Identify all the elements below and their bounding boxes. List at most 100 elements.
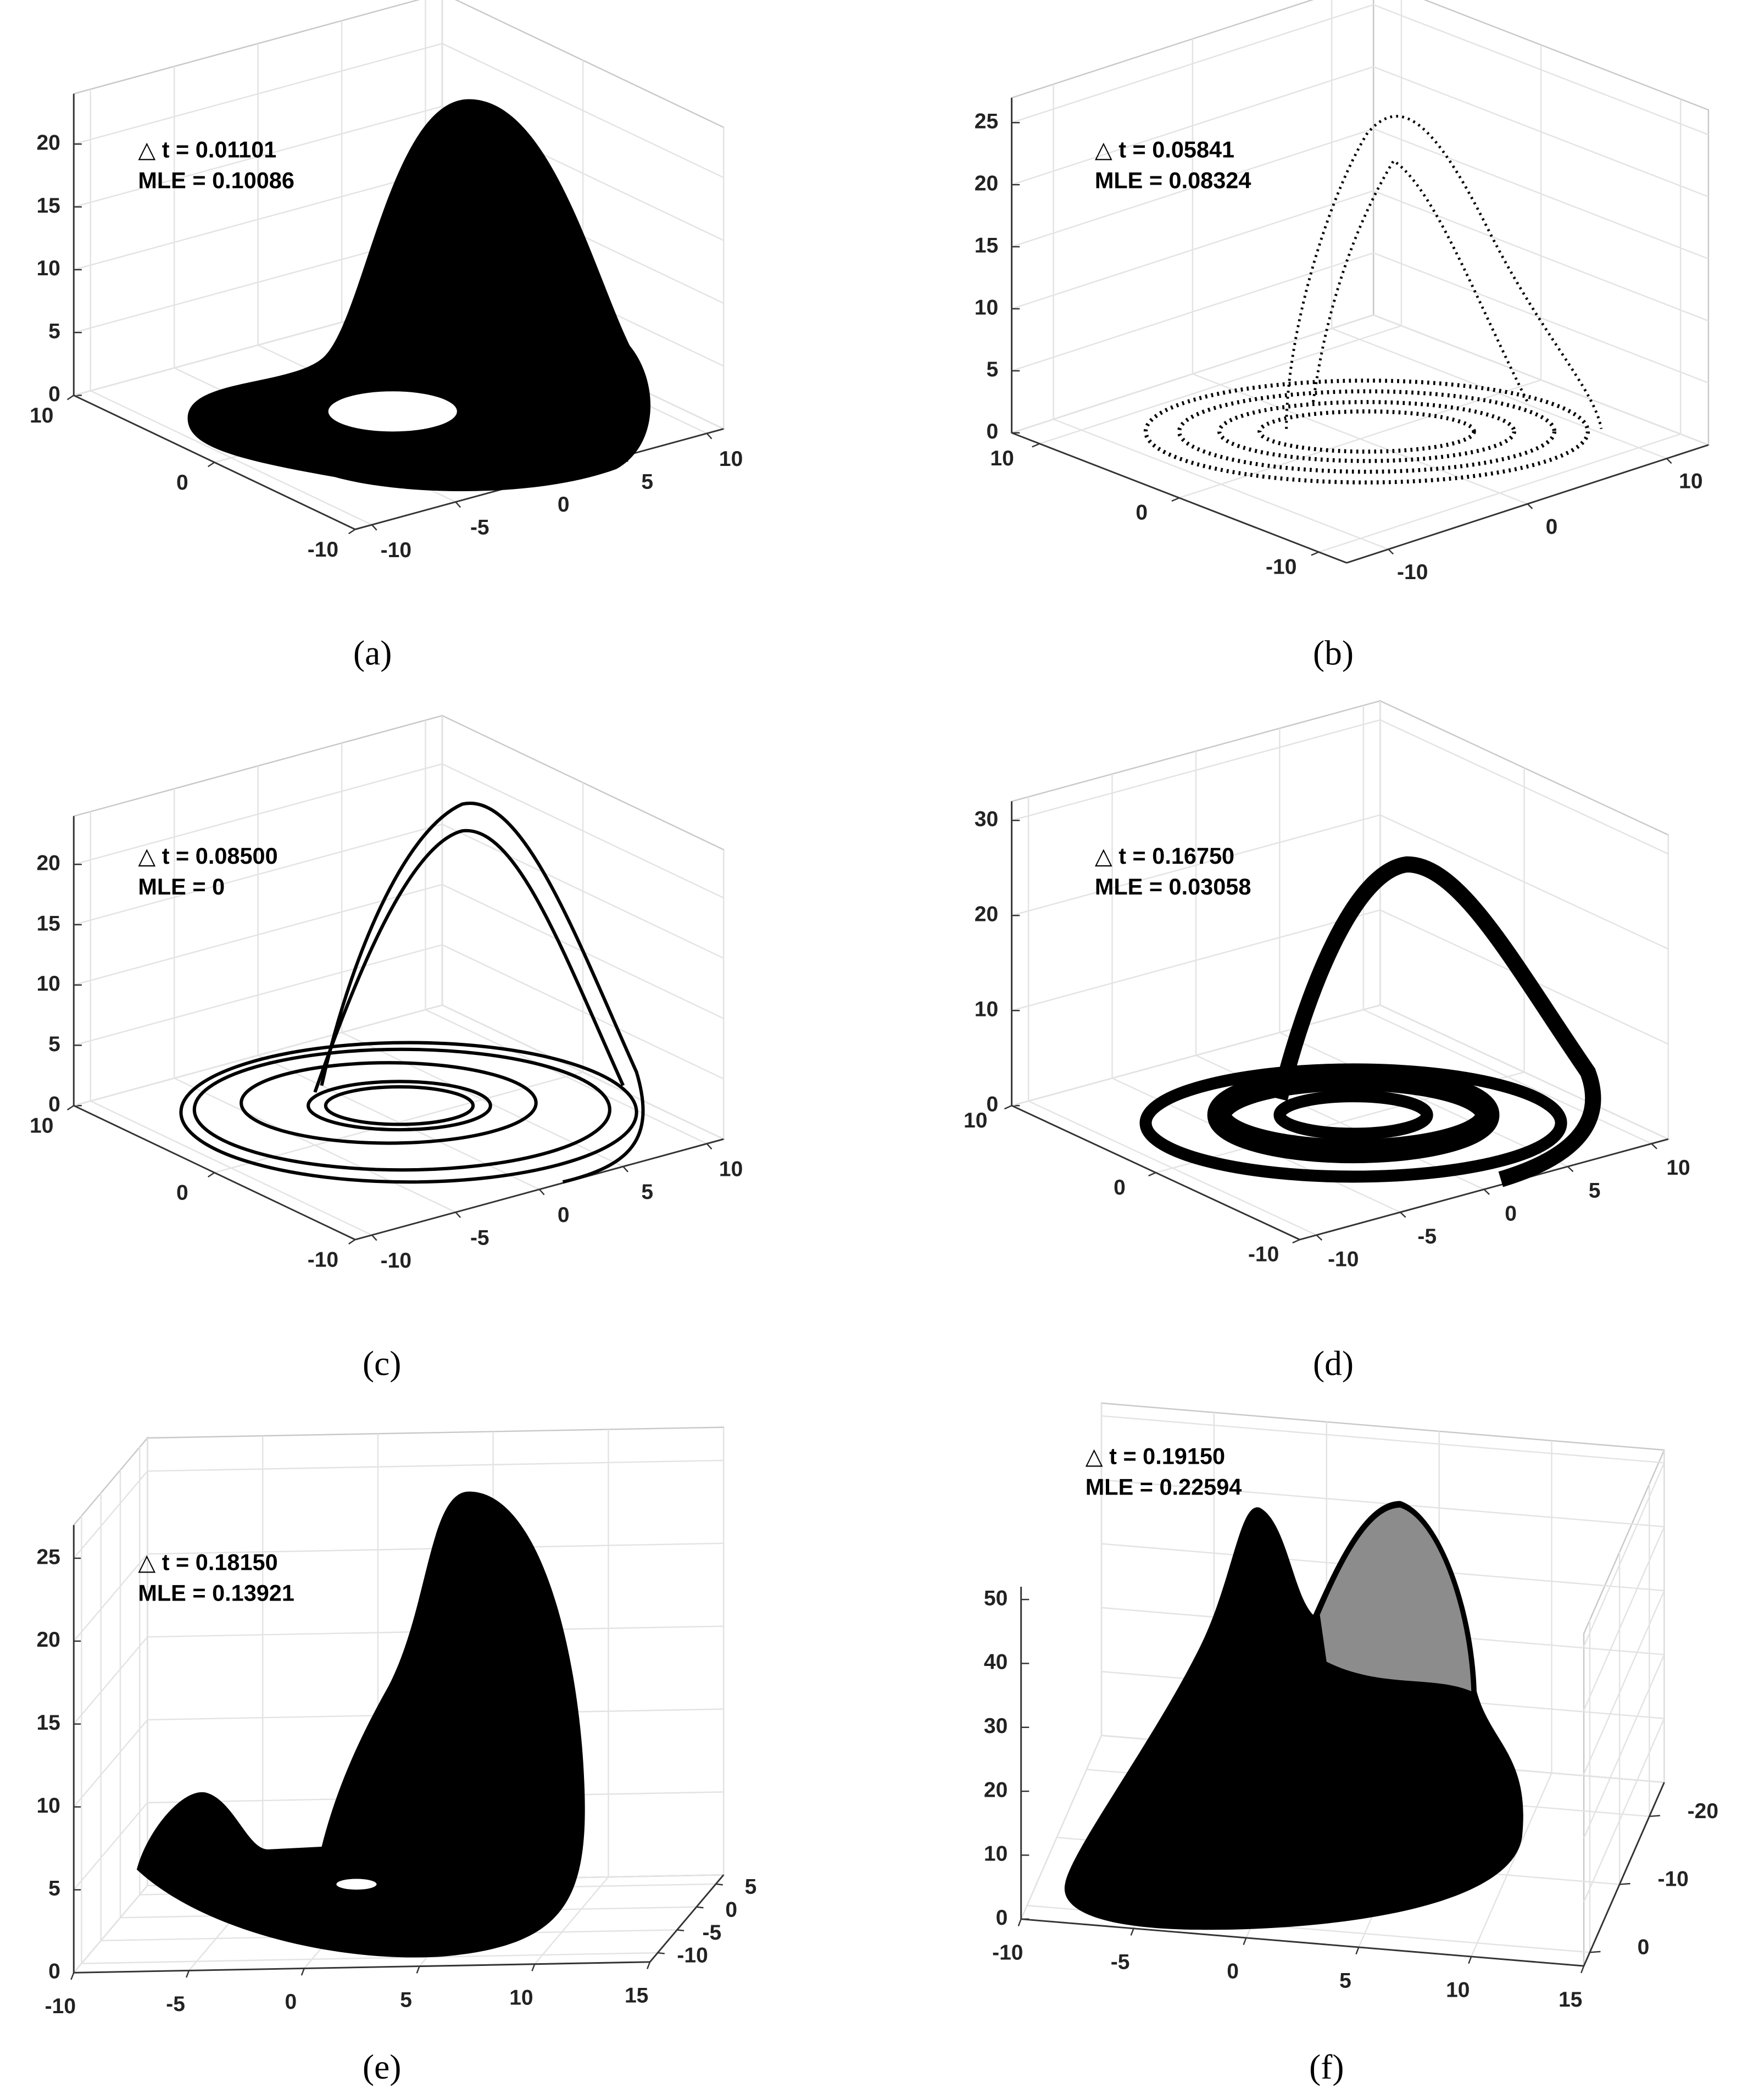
tick-mark (647, 1962, 651, 1969)
tick-mark (1527, 503, 1533, 509)
z-tick-label: 15 (975, 234, 998, 257)
tick-mark (706, 1143, 713, 1150)
tick-mark (66, 395, 74, 401)
attractor (1217, 400, 1516, 463)
grid-line (534, 1876, 609, 1965)
grid-line (1101, 1415, 1665, 1464)
z-tick-label: 25 (975, 110, 998, 134)
z-tick-label: 10 (36, 1794, 60, 1818)
grid-line (1471, 1773, 1552, 1957)
y-tick-label: -10 (677, 1944, 708, 1968)
panel-label: (d) (1313, 1343, 1354, 1382)
tick-mark (1649, 1815, 1660, 1818)
grid-line (73, 1470, 148, 1559)
attractor (324, 1085, 475, 1126)
x-tick-label: -5 (470, 516, 489, 540)
attractor (1272, 856, 1601, 1187)
attractor (1257, 409, 1476, 454)
grid-line (1583, 1590, 1665, 1775)
x-tick-label: -10 (381, 1249, 411, 1273)
x-tick-label: -5 (166, 1992, 185, 2016)
x-tick-label: 0 (1505, 1202, 1517, 1225)
attractor-hole (336, 1879, 377, 1890)
annotation: MLE = 0.22594 (1086, 1474, 1242, 1500)
tick-mark (1666, 458, 1672, 464)
grid-line (1583, 1462, 1665, 1647)
z-tick-label: 30 (984, 1714, 1008, 1738)
panel-label: (a) (353, 634, 392, 673)
tick-mark (622, 1166, 628, 1173)
tick-mark (1400, 1212, 1406, 1218)
tick-mark (348, 529, 356, 535)
x-tick-label: 15 (625, 1984, 648, 2008)
attractor (136, 1491, 585, 1958)
x-tick-label: 10 (719, 1158, 743, 1181)
tick-mark (1355, 1947, 1360, 1955)
attractor-b (1143, 115, 1603, 485)
z-tick-label: 20 (975, 171, 998, 195)
z-tick-label: 20 (984, 1778, 1008, 1802)
z-tick-label: 5 (987, 358, 999, 381)
tick-mark (1316, 1234, 1323, 1241)
tick-mark (1243, 1937, 1247, 1945)
z-tick-label: 40 (984, 1651, 1008, 1674)
grid-line (1020, 1735, 1103, 1920)
x-tick-label: 0 (1227, 1960, 1239, 1984)
tick-mark (1388, 548, 1394, 555)
attractor-hole (328, 391, 457, 432)
attractor (313, 829, 625, 1093)
z-tick-label: 10 (36, 972, 60, 996)
y-axis (1011, 432, 1347, 564)
annotation: △ t = 0.01101 (138, 137, 276, 163)
y-tick-label: 10 (990, 447, 1014, 470)
panel-label: (e) (363, 2047, 401, 2086)
z-tick-label: 0 (48, 382, 60, 406)
z-tick-label: 5 (48, 320, 60, 343)
tick-mark (66, 1105, 74, 1111)
z-tick-label: 20 (975, 902, 998, 926)
z-tick-label: 0 (48, 1960, 60, 1984)
tick-mark (371, 524, 377, 531)
y-tick-label: 10 (30, 1114, 53, 1138)
z-tick-label: 20 (36, 1628, 60, 1652)
annotation: △ t = 0.08500 (138, 843, 277, 869)
y-axis (73, 395, 356, 530)
annotation: △ t = 0.18150 (138, 1549, 277, 1575)
y-tick-label: -5 (703, 1921, 722, 1945)
tick-mark (348, 1239, 356, 1245)
tick-mark (696, 1906, 704, 1909)
annotation: MLE = 0.08324 (1095, 168, 1251, 193)
x-tick-label: 5 (1589, 1179, 1601, 1203)
z-tick-label: 5 (48, 1877, 60, 1901)
grid-line (81, 1952, 658, 1964)
tick-mark (1017, 1919, 1022, 1926)
y-tick-label: 0 (1114, 1176, 1126, 1199)
z-tick-label: 0 (987, 420, 999, 443)
x-tick-label: -10 (381, 538, 411, 562)
grid-line (1039, 325, 1402, 445)
annotation: MLE = 0.03058 (1095, 874, 1251, 899)
tick-mark (1171, 497, 1179, 502)
grid-line (1583, 1718, 1665, 1903)
grid-line (73, 1885, 148, 1974)
x-tick-label: 5 (641, 470, 653, 493)
grid-line (1101, 1479, 1665, 1527)
x-tick-label: 10 (1446, 1979, 1470, 2002)
grid-line (1179, 379, 1541, 499)
attractor (179, 1041, 638, 1184)
z-tick-label: 0 (987, 1093, 999, 1116)
x-tick-label: -10 (992, 1941, 1023, 1964)
z-tick-label: 30 (975, 807, 998, 831)
x-tick-label: -10 (1397, 560, 1428, 584)
tick-mark (1651, 1143, 1657, 1149)
y-axis (1011, 1104, 1300, 1241)
x-tick-label: 10 (719, 447, 743, 471)
tick-mark (371, 1234, 377, 1241)
x-tick-label: 0 (1546, 515, 1558, 538)
y-tick-label: 0 (176, 1181, 188, 1205)
attractor (187, 99, 651, 492)
panel-label: (b) (1313, 634, 1354, 673)
x-axis (355, 1138, 724, 1241)
panel-label: (f) (1309, 2047, 1344, 2086)
